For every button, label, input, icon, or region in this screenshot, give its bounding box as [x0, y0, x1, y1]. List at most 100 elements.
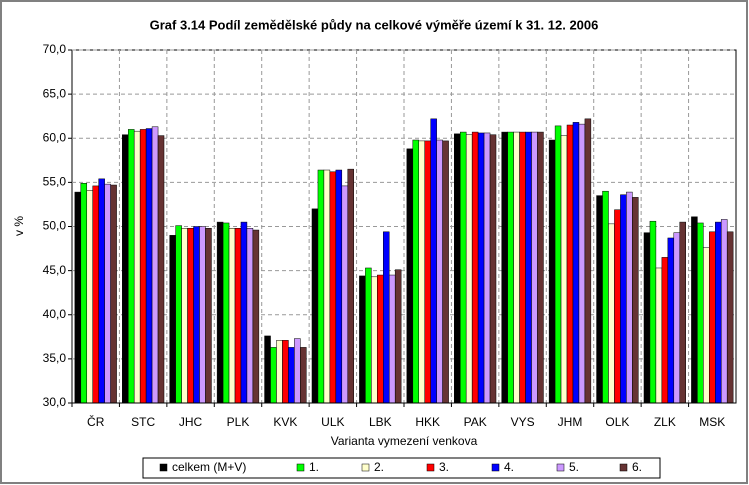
bar — [501, 131, 508, 404]
bar — [139, 129, 147, 404]
y-tick-label: 60,0 — [43, 130, 67, 144]
x-tick-label: JHM — [558, 415, 583, 429]
legend-label: 1. — [309, 460, 319, 474]
bar — [667, 237, 675, 404]
bar — [471, 131, 479, 404]
bar — [181, 228, 188, 404]
bar — [489, 134, 497, 404]
bar — [187, 228, 194, 404]
bar — [282, 340, 289, 404]
y-tick-label: 40,0 — [43, 307, 67, 321]
bar — [513, 131, 520, 404]
bar — [311, 208, 319, 404]
x-tick-label: ZLK — [654, 415, 676, 429]
bar — [596, 195, 603, 404]
bar — [276, 340, 283, 404]
bar — [614, 209, 621, 404]
bar — [335, 169, 343, 404]
legend-label: celkem (M+V) — [172, 460, 246, 474]
bar — [359, 275, 366, 404]
bar — [483, 132, 491, 404]
bar — [300, 347, 307, 404]
bar — [424, 140, 431, 404]
legend-label: 5. — [569, 460, 579, 474]
bar — [560, 135, 568, 404]
x-axis-title: Varianta vymezení venkova — [331, 434, 478, 448]
bar — [566, 124, 574, 404]
bar — [673, 232, 681, 404]
bar — [507, 131, 514, 404]
bar — [80, 183, 88, 404]
bar — [406, 148, 414, 404]
bar — [691, 216, 698, 404]
y-tick-label: 45,0 — [43, 263, 67, 277]
legend-swatch — [426, 463, 435, 472]
bar — [347, 168, 354, 404]
bar — [548, 139, 556, 404]
x-tick-label: PAK — [464, 415, 487, 429]
bar — [86, 190, 93, 404]
bar — [270, 347, 277, 404]
bar — [649, 220, 657, 404]
legend-label: 4. — [504, 460, 514, 474]
bar — [715, 221, 722, 404]
bar — [246, 228, 254, 404]
legend-swatch — [556, 463, 565, 472]
y-tick-label: 35,0 — [43, 351, 67, 365]
bar — [442, 140, 449, 404]
y-tick-label: 70,0 — [43, 42, 67, 56]
bar — [525, 131, 532, 404]
bar — [228, 228, 236, 404]
bar — [294, 338, 301, 404]
bar — [418, 140, 425, 404]
bar — [703, 247, 710, 404]
x-tick-label: KVK — [273, 415, 297, 429]
bar — [104, 183, 111, 404]
bar — [317, 169, 325, 404]
bar — [643, 232, 651, 404]
x-tick-label: ULK — [321, 415, 344, 429]
x-tick-label: LBK — [369, 415, 392, 429]
bar — [216, 221, 224, 404]
legend-swatch — [296, 463, 305, 472]
bar — [477, 132, 485, 404]
chart-title: Graf 3.14 Podíl zemědělské půdy na celko… — [150, 17, 599, 32]
bar — [620, 194, 627, 404]
bar — [632, 197, 639, 404]
bar — [454, 133, 461, 404]
bar — [519, 131, 526, 404]
bar — [709, 231, 716, 404]
bar — [98, 178, 105, 404]
bar — [584, 118, 592, 404]
bar — [341, 185, 349, 404]
bar — [383, 231, 390, 404]
y-tick-label: 55,0 — [43, 175, 67, 189]
bar — [234, 228, 242, 404]
x-tick-label: HKK — [415, 415, 440, 429]
y-tick-label: 50,0 — [43, 219, 67, 233]
bar — [626, 191, 633, 404]
bar — [193, 226, 200, 404]
bar — [726, 231, 734, 404]
bar — [145, 128, 153, 404]
y-axis-title: v % — [12, 216, 26, 236]
bar — [110, 184, 117, 404]
bar — [537, 131, 544, 404]
bar — [430, 118, 437, 404]
bar — [199, 226, 206, 404]
bar — [554, 125, 562, 404]
bar — [572, 122, 580, 404]
bar — [578, 123, 586, 404]
legend-swatch — [361, 463, 370, 472]
legend-box — [142, 457, 661, 479]
bar — [205, 228, 212, 404]
bar — [394, 269, 402, 404]
bar — [329, 171, 337, 404]
bar — [323, 169, 331, 404]
bar — [371, 276, 378, 404]
bar — [74, 191, 82, 404]
legend-swatch — [619, 463, 628, 472]
bar — [661, 257, 669, 404]
bar — [222, 222, 230, 404]
